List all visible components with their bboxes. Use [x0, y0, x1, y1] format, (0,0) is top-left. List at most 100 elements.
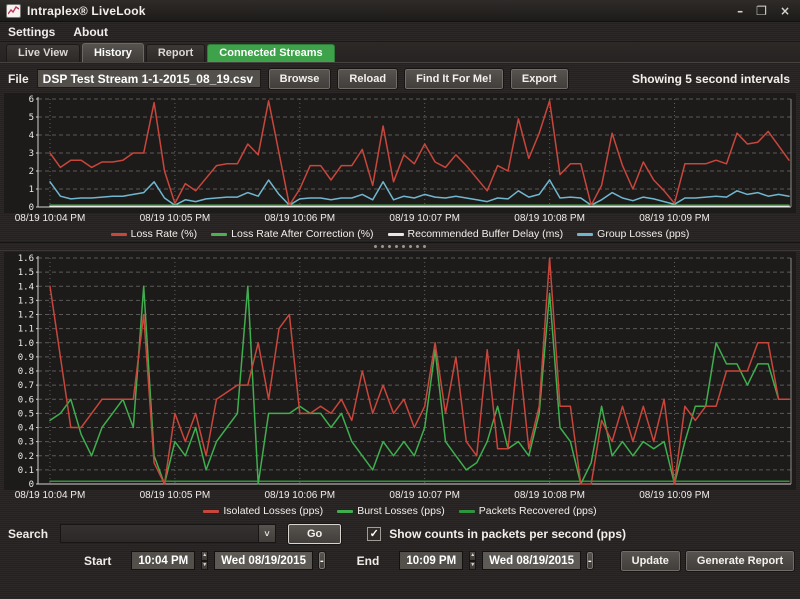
pps-checkbox[interactable]: ✓: [367, 526, 382, 541]
start-time-spinner[interactable]: ▲ ▼: [201, 551, 209, 570]
x-axis-label: 08/19 10:08 PM: [514, 490, 585, 501]
browse-button[interactable]: Browse: [267, 67, 332, 90]
svg-text:1.0: 1.0: [18, 339, 34, 349]
svg-text:2: 2: [29, 167, 34, 177]
window-title: Intraplex® LiveLook: [27, 3, 146, 18]
file-toolbar: File Browse Reload Find It For Me! Expor…: [0, 65, 800, 92]
interval-note: Showing 5 second intervals: [631, 71, 790, 86]
tab-history[interactable]: History: [81, 43, 144, 62]
chart-splitter-handle[interactable]: [0, 242, 800, 251]
go-button[interactable]: Go: [286, 522, 343, 545]
reload-button[interactable]: Reload: [337, 67, 399, 90]
tabbar: Live View History Report Connected Strea…: [0, 42, 800, 63]
generate-report-button[interactable]: Generate Report: [684, 549, 796, 572]
svg-text:1.4: 1.4: [18, 282, 34, 292]
legend-swatch: [203, 509, 220, 513]
range-toolbar: Start 10:04 PM ▲ ▼ Wed 08/19/2015 - End …: [0, 548, 800, 573]
pps-checkbox-label: Show counts in packets per second (pps): [389, 526, 626, 541]
legend-item: Packets Recovered (pps): [458, 505, 597, 517]
chevron-down-icon[interactable]: ˅: [258, 525, 275, 542]
x-axis-label: 08/19 10:09 PM: [639, 490, 710, 501]
export-button[interactable]: Export: [509, 67, 569, 90]
legend-swatch: [577, 232, 594, 236]
svg-text:0.1: 0.1: [18, 466, 34, 476]
find-it-for-me-button[interactable]: Find It For Me!: [404, 67, 504, 90]
file-label: File: [8, 71, 29, 86]
start-date-field[interactable]: Wed 08/19/2015: [214, 551, 313, 570]
legend-label: Isolated Losses (pps): [223, 505, 324, 517]
minimize-button[interactable]: –: [737, 3, 744, 18]
x-axis-label: 08/19 10:06 PM: [264, 490, 336, 501]
svg-text:0: 0: [29, 480, 34, 490]
top-chart: 0 1 2 3 4 5 6: [4, 93, 796, 213]
svg-text:1.2: 1.2: [18, 311, 34, 321]
search-input[interactable]: [61, 525, 258, 542]
app-icon: [6, 3, 21, 18]
search-toolbar: Search ˅ Go ✓ Show counts in packets per…: [0, 521, 800, 546]
svg-text:0.9: 0.9: [18, 353, 34, 363]
search-combobox[interactable]: ˅: [60, 524, 276, 543]
legend-label: Group Losses (pps): [597, 228, 690, 240]
legend-swatch: [110, 232, 127, 236]
x-axis-label: 08/19 10:05 PM: [139, 490, 211, 501]
svg-text:6: 6: [29, 95, 34, 105]
legend-item: Loss Rate After Correction (%): [211, 228, 374, 240]
legend-label: Loss Rate After Correction (%): [231, 228, 374, 240]
svg-text:0: 0: [29, 203, 34, 213]
check-icon: ✓: [369, 528, 379, 540]
legend-item: Loss Rate (%): [110, 228, 198, 240]
tab-report[interactable]: Report: [145, 44, 206, 62]
top-chart-block: 0 1 2 3 4 5 6 08/19 10:04 PM 08/19 10:05 PM 08/1…: [4, 93, 796, 242]
x-axis-label: 08/19 10:07 PM: [389, 490, 461, 501]
spin-up-icon[interactable]: ▲: [201, 551, 209, 561]
svg-text:0.5: 0.5: [18, 409, 34, 419]
filename-input[interactable]: [36, 69, 261, 88]
svg-text:1.1: 1.1: [18, 325, 34, 335]
bottom-chart-legend: Isolated Losses (pps) Burst Losses (pps) P…: [4, 503, 796, 519]
start-label: Start: [84, 553, 112, 568]
svg-text:1.6: 1.6: [18, 254, 34, 264]
end-label: End: [356, 553, 380, 568]
start-time-field[interactable]: 10:04 PM: [131, 551, 196, 570]
svg-text:5: 5: [29, 113, 34, 123]
menu-settings[interactable]: Settings: [8, 24, 56, 39]
svg-text:3: 3: [29, 149, 34, 159]
spin-down-icon[interactable]: ▼: [201, 560, 209, 570]
spin-down-icon[interactable]: ▼: [469, 560, 477, 570]
restore-button[interactable]: ❐: [756, 3, 767, 18]
legend-label: Loss Rate (%): [130, 228, 198, 240]
legend-swatch: [387, 232, 404, 236]
end-time-spinner[interactable]: ▲ ▼: [469, 551, 477, 570]
tab-live-view[interactable]: Live View: [6, 44, 80, 62]
legend-swatch: [458, 509, 475, 513]
legend-swatch: [337, 509, 354, 513]
x-axis-label: 08/19 10:04 PM: [14, 490, 86, 501]
legend-label: Burst Losses (pps): [357, 505, 445, 517]
legend-label: Packets Recovered (pps): [478, 505, 597, 517]
legend-item: Recommended Buffer Delay (ms): [387, 228, 564, 240]
legend-item: Isolated Losses (pps): [203, 505, 323, 517]
menu-about[interactable]: About: [73, 24, 108, 39]
x-axis-label: 08/19 10:07 PM: [389, 213, 461, 224]
end-date-field[interactable]: Wed 08/19/2015: [482, 551, 581, 570]
top-chart-legend: Loss Rate (%) Loss Rate After Correction …: [4, 226, 796, 242]
svg-text:0.6: 0.6: [18, 395, 34, 405]
svg-text:4: 4: [29, 131, 34, 141]
end-date-minus-button[interactable]: -: [586, 551, 594, 570]
top-chart-x-axis: 08/19 10:04 PM 08/19 10:05 PM 08/19 10:06 …: [4, 213, 796, 226]
legend-label: Recommended Buffer Delay (ms): [407, 228, 564, 240]
close-button[interactable]: ×: [779, 3, 790, 18]
spin-up-icon[interactable]: ▲: [469, 551, 477, 561]
end-time-field[interactable]: 10:09 PM: [399, 551, 464, 570]
legend-item: Group Losses (pps): [577, 228, 689, 240]
tab-connected-streams[interactable]: Connected Streams: [207, 44, 335, 62]
svg-text:1.5: 1.5: [18, 268, 34, 278]
x-axis-label: 08/19 10:09 PM: [639, 213, 710, 224]
svg-text:0.8: 0.8: [18, 367, 34, 377]
svg-text:1: 1: [29, 185, 34, 195]
start-date-minus-button[interactable]: -: [318, 551, 326, 570]
svg-text:1.3: 1.3: [18, 296, 34, 306]
update-button[interactable]: Update: [619, 549, 681, 572]
menubar: Settings About: [0, 22, 800, 42]
